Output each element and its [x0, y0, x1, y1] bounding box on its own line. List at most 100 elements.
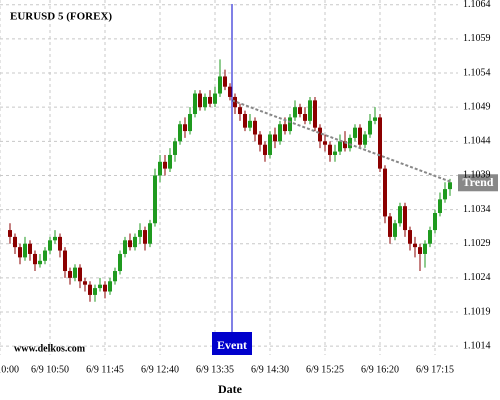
- candle-body: [303, 114, 307, 121]
- y-tick-label: 1.1014: [463, 340, 491, 351]
- candle-body: [428, 230, 432, 244]
- candle-body: [288, 117, 292, 132]
- candle-body: [158, 161, 162, 176]
- candle-body: [188, 114, 192, 132]
- candle-body: [8, 230, 12, 237]
- candle-body: [18, 247, 22, 258]
- candle-body: [243, 114, 247, 128]
- x-tick-label: 6/9 17:15: [416, 364, 454, 375]
- candle-body: [183, 124, 187, 132]
- candle-body: [393, 223, 397, 237]
- y-tick-label: 1.1034: [463, 204, 491, 215]
- x-tick-label: 6/9 16:20: [361, 364, 399, 375]
- candle-body: [298, 107, 302, 115]
- y-tick-label: 1.1019: [463, 306, 491, 317]
- candle-body: [238, 107, 242, 115]
- x-tick-label: 6/9 10:50: [31, 364, 69, 375]
- candle-body: [443, 189, 447, 200]
- chart-title: EURUSD 5 (FOREX): [10, 11, 112, 23]
- candle-body: [63, 250, 67, 272]
- candle-body: [218, 76, 222, 94]
- candle-body: [233, 96, 237, 108]
- candle-body: [58, 236, 62, 251]
- candle-body: [313, 100, 317, 128]
- candle-body: [278, 124, 282, 142]
- candle-body: [383, 168, 387, 217]
- y-tick-label: 1.1049: [463, 101, 491, 112]
- candle-body: [133, 236, 137, 248]
- x-tick-label: 6/9 11:45: [86, 364, 124, 375]
- candle-body: [328, 144, 332, 155]
- candle-body: [208, 96, 212, 104]
- x-tick-label: 6/9 14:30: [251, 364, 289, 375]
- candle-body: [403, 206, 407, 231]
- candle-body: [83, 281, 87, 285]
- candle-body: [358, 127, 362, 145]
- candle-body: [213, 93, 217, 104]
- candle-body: [343, 141, 347, 149]
- trend-line: [231, 99, 453, 184]
- candles: [8, 59, 452, 302]
- y-tick-label: 1.1054: [463, 67, 491, 78]
- candle-body: [373, 117, 377, 121]
- candle-body: [273, 134, 277, 142]
- candle-body: [78, 267, 82, 282]
- candle-body: [413, 243, 417, 248]
- candle-body: [423, 243, 427, 254]
- candle-body: [378, 117, 382, 169]
- candle-body: [318, 127, 322, 142]
- x-tick-label: 6/9 15:25: [306, 364, 344, 375]
- candle-body: [88, 284, 92, 295]
- candle-body: [98, 284, 102, 289]
- candle-body: [33, 253, 37, 265]
- candle-body: [38, 260, 42, 265]
- event-label-box: [212, 332, 252, 355]
- y-tick-label: 1.1029: [463, 238, 491, 249]
- candle-body: [138, 230, 142, 237]
- trend-label: Trend: [463, 175, 494, 189]
- candle-body: [198, 93, 202, 108]
- candle-body: [248, 120, 252, 128]
- candle-body: [333, 151, 337, 155]
- candle-body: [148, 223, 152, 244]
- candle-body: [368, 120, 372, 135]
- candle-body: [128, 240, 132, 248]
- candle-body: [338, 141, 342, 152]
- candle-body: [388, 216, 392, 237]
- y-tick-label: 1.1024: [463, 272, 491, 283]
- candle-body: [93, 288, 97, 295]
- candle-body: [43, 250, 47, 261]
- candle-body: [348, 137, 352, 149]
- candle-body: [203, 96, 207, 108]
- candle-body: [268, 134, 272, 155]
- candle-body: [258, 134, 262, 145]
- annotations: Trend Event: [212, 4, 498, 355]
- candle-body: [163, 161, 167, 169]
- candle-body: [48, 240, 52, 251]
- candle-body: [323, 141, 327, 145]
- candle-body: [28, 243, 32, 254]
- y-tick-label: 1.1044: [463, 136, 491, 147]
- candle-body: [448, 182, 452, 190]
- candle-body: [408, 230, 412, 244]
- x-tick-label: 6/9 12:40: [141, 364, 179, 375]
- candle-body: [308, 100, 312, 121]
- candle-body: [293, 107, 297, 118]
- candle-body: [153, 175, 157, 224]
- trend-label-box: [458, 174, 498, 192]
- candle-body: [433, 213, 437, 231]
- candle-body: [223, 76, 227, 87]
- x-axis-title: Date: [218, 382, 243, 396]
- watermark: www.delkos.com: [14, 343, 86, 354]
- candle-body: [363, 134, 367, 145]
- x-tick-label: 6/9 13:35: [196, 364, 234, 375]
- candle-body: [168, 154, 172, 169]
- event-label: Event: [217, 338, 247, 352]
- candle-body: [13, 236, 17, 248]
- candle-body: [353, 127, 357, 138]
- candle-body: [438, 199, 442, 213]
- y-tick-label: 1.1039: [463, 170, 491, 181]
- candle-body: [68, 271, 72, 278]
- candle-body: [143, 230, 147, 244]
